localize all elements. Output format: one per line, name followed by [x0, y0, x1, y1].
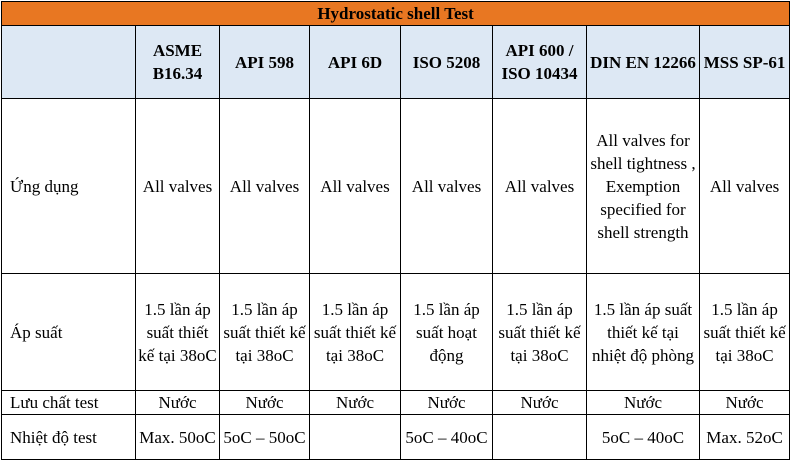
table-cell: 1.5 lần áp suất thiết kế tại 38oC: [135, 273, 220, 391]
table-cell: 5oC – 40oC: [400, 414, 493, 460]
table-cell: All valves: [219, 98, 310, 274]
table-cell: 1.5 lần áp suất thiết kế tại 38oC: [309, 273, 401, 391]
table-row: Nhiệt độ test Max. 50oC 5oC – 50oC 5oC –…: [1, 414, 791, 460]
table-cell: 5oC – 50oC: [219, 414, 310, 460]
table-cell: Nước: [698, 390, 791, 415]
table-cell: Max. 50oC: [135, 414, 220, 460]
table-row: Lưu chất test Nước Nước Nước Nước Nước N…: [1, 390, 791, 415]
table-cell: 1.5 lần áp suất thiết kế tại 38oC: [492, 273, 587, 391]
header-cell-iso-5208: ISO 5208: [400, 25, 493, 99]
row-label-ap-suat: Áp suất: [1, 273, 136, 391]
table-cell: Nước: [309, 390, 401, 415]
header-cell-blank: [1, 25, 136, 99]
header-cell-mss-sp-61: MSS SP-61: [698, 25, 791, 99]
table-row: Ứng dụng All valves All valves All valve…: [1, 98, 791, 274]
table-title: Hydrostatic shell Test: [0, 1, 791, 26]
table-cell: [309, 414, 401, 460]
table-cell: Max. 52oC: [698, 414, 791, 460]
header-cell-asme-b16-34: ASME B16.34: [135, 25, 220, 99]
table-cell: All valves: [309, 98, 401, 274]
table-cell: Nước: [400, 390, 493, 415]
table-cell: Nước: [492, 390, 587, 415]
table-cell: Nước: [219, 390, 310, 415]
table-cell: All valves: [400, 98, 493, 274]
table-cell: All valves: [698, 98, 791, 274]
header-row: ASME B16.34 API 598 API 6D ISO 5208 API …: [1, 25, 791, 99]
table-cell: All valves: [135, 98, 220, 274]
table-title-row: Hydrostatic shell Test: [0, 1, 791, 26]
header-cell-api-600-iso-10434: API 600 / ISO 10434: [492, 25, 587, 99]
row-label-ung-dung: Ứng dụng: [1, 98, 136, 274]
table-cell: 1.5 lần áp suất hoạt động: [400, 273, 493, 391]
header-cell-api-598: API 598: [219, 25, 310, 99]
table-cell: 1.5 lần áp suất thiết kế tại 38oC: [219, 273, 310, 391]
row-label-luu-chat-test: Lưu chất test: [1, 390, 136, 415]
table-cell: Nước: [135, 390, 220, 415]
table-cell: All valves for shell tightness , Exempti…: [586, 98, 700, 274]
hydrostatic-shell-test-table: Hydrostatic shell Test ASME B16.34 API 5…: [0, 1, 791, 460]
row-label-nhiet-do-test: Nhiệt độ test: [1, 414, 136, 460]
header-cell-api-6d: API 6D: [309, 25, 401, 99]
table-cell: [492, 414, 587, 460]
table-cell: 1.5 lần áp suất thiết kế tại 38oC: [698, 273, 791, 391]
table-row: Áp suất 1.5 lần áp suất thiết kế tại 38o…: [1, 273, 791, 391]
table-cell: 1.5 lần áp suất thiết kế tại nhiệt độ ph…: [586, 273, 700, 391]
table-cell: Nước: [586, 390, 700, 415]
table-cell: All valves: [492, 98, 587, 274]
table-cell: 5oC – 40oC: [586, 414, 700, 460]
header-cell-din-en-12266: DIN EN 12266: [586, 25, 700, 99]
